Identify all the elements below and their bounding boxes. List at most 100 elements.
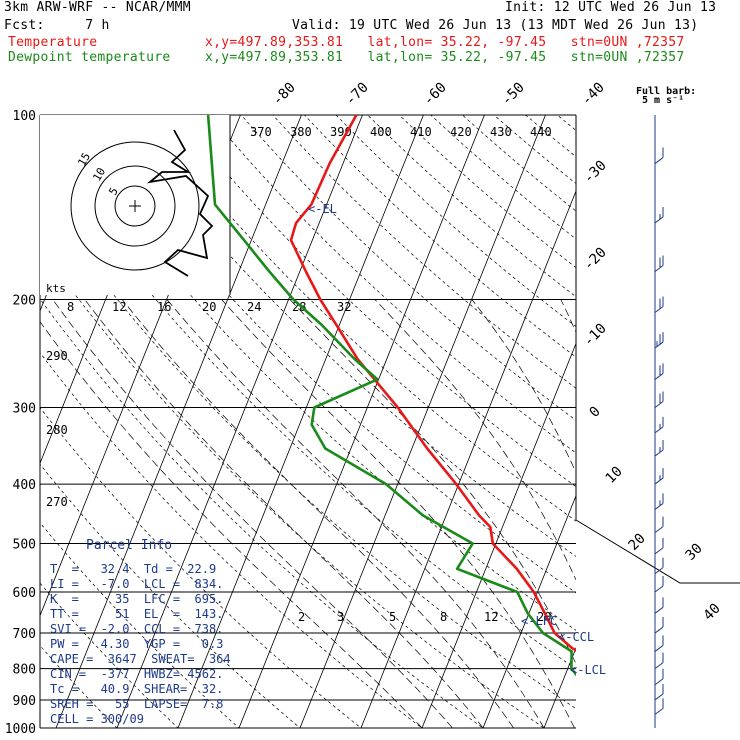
- isotherm-line: [482, 494, 576, 728]
- mixing-ratio-label: 2: [298, 610, 305, 624]
- parcel-row: T = 32.4 Td = 22.9: [50, 562, 217, 576]
- marker-el: <-EL: [308, 202, 337, 216]
- parcel-row: TT = 51 EL = 143.: [50, 607, 224, 621]
- temperature-trace: [289, 115, 576, 653]
- theta-e-label: 430: [490, 125, 512, 139]
- theta-e-label: 400: [370, 125, 392, 139]
- isotherm-label: -50: [499, 80, 528, 109]
- wind-barb: [654, 668, 664, 686]
- dry-adiabat-line: [272, 115, 576, 389]
- barb-legend-title: Full barb:: [636, 86, 696, 97]
- theta-e-label: 410: [410, 125, 432, 139]
- isotherm-label: 10: [603, 464, 626, 487]
- marker-lfc: <-LFC: [521, 614, 557, 628]
- wind-barb: [654, 416, 664, 434]
- dry-adiabat-line: [620, 115, 740, 740]
- isotherm-label: -80: [270, 80, 299, 109]
- wind-barb: [654, 296, 664, 313]
- dry-adiabat-line: [146, 115, 576, 522]
- wind-barb: [654, 698, 664, 715]
- wind-barb: [654, 557, 664, 575]
- parcel-row: K = 35 LFC = 695.: [50, 592, 224, 606]
- wind-barb: [654, 206, 664, 224]
- isotherm-label: -20: [581, 245, 610, 274]
- upper-scale-label: 24: [247, 300, 261, 314]
- upper-scale-label: 20: [202, 300, 216, 314]
- isotherm-line: [600, 115, 740, 740]
- parcel-row: CELL = 300/09: [50, 712, 144, 726]
- dry-adiabat-line: [177, 115, 576, 488]
- dry-adiabat-line: [493, 115, 576, 185]
- moist-adiabat-line: [166, 299, 545, 728]
- dewpoint-legend: Dewpoint temperature: [8, 50, 171, 65]
- wind-barb: [654, 516, 664, 534]
- hodograph-ring: [114, 185, 156, 227]
- pressure-label: 1000: [5, 722, 36, 737]
- pressure-label: 100: [13, 109, 36, 124]
- isotherm-line: [421, 342, 576, 728]
- isotherm-line: [722, 115, 740, 740]
- parcel-row: SREH = 55 LAPSE= 7.8: [50, 697, 224, 711]
- isotherm-line: [661, 115, 740, 740]
- upper-scale-label: 16: [157, 300, 171, 314]
- pressure-label: 600: [13, 586, 36, 601]
- dry-adiabat-line: [335, 115, 576, 327]
- isotherm-line: [116, 115, 363, 728]
- dry-adiabat-line: [589, 115, 740, 740]
- theta-e-label: 440: [530, 125, 552, 139]
- dry-adiabat-line: [40, 645, 118, 728]
- skewt-axes: [39, 114, 740, 729]
- isotherm-label: 40: [701, 601, 724, 624]
- isotherm-label: -30: [581, 158, 610, 187]
- pressure-label: 500: [13, 537, 36, 552]
- parcel-row: Tc = 40.9 SHEAR= 32.: [50, 682, 224, 696]
- isotherm-label: -10: [581, 321, 610, 350]
- wind-barb: [654, 617, 664, 634]
- dry-adiabat-line: [525, 115, 576, 158]
- parcel-row: CIN = -377 HWBZ= 4562.: [50, 667, 224, 681]
- wind-barb: [654, 440, 664, 457]
- skew-box-edge: [575, 519, 740, 584]
- mixing-ratio-label: 5: [389, 610, 396, 624]
- hodograph-ring-label: 10: [90, 166, 108, 184]
- pressure-label: 900: [13, 694, 36, 709]
- dry-adiabat-line: [40, 195, 576, 710]
- wind-barb: [654, 363, 664, 380]
- dry-adiabat-line: [51, 115, 576, 631]
- hodograph-trace: [146, 129, 214, 277]
- wind-barb: [654, 493, 664, 510]
- pressure-label: 400: [13, 478, 36, 493]
- isotherm-label: -60: [421, 80, 450, 109]
- pressure-label: 300: [13, 401, 36, 416]
- moist-adiabat-line: [52, 299, 453, 728]
- theta-label: 270: [46, 495, 68, 509]
- isotherm-line: [238, 115, 485, 728]
- wind-barb: [654, 597, 664, 614]
- theta-label: 280: [46, 423, 68, 437]
- isotherm-line: [177, 115, 424, 728]
- isotherm-line: [360, 189, 576, 728]
- hodograph-units: kts: [46, 282, 66, 295]
- dry-adiabat-line: [40, 522, 240, 728]
- pressure-label: 700: [13, 627, 36, 642]
- upper-scale-label: 8: [67, 300, 74, 314]
- isotherm-line: [55, 115, 302, 728]
- parcel-row: PW = 4.30 YGP = 0.3: [50, 637, 224, 651]
- barb-legend-value: 5 m s⁻¹: [642, 95, 684, 106]
- parcel-info-title: Parcel Info: [86, 538, 173, 553]
- moist-adiabat-line: [121, 299, 514, 728]
- dry-adiabat-line: [40, 463, 301, 728]
- dry-adiabat-line: [556, 115, 576, 131]
- parcel-info-panel: Parcel Info T = 32.4 Td = 22.9 LI = -7.0…: [40, 538, 235, 726]
- wind-barb: [654, 332, 664, 349]
- valid-time: Valid: 19 UTC Wed 26 Jun 13 (13 MDT Wed …: [292, 18, 699, 33]
- wind-barb: [654, 635, 664, 652]
- temperature-legend: Temperature: [8, 35, 98, 50]
- wind-barb: [654, 683, 664, 701]
- upper-scale-label: 32: [337, 300, 351, 314]
- wind-barb: [654, 576, 664, 593]
- theta-label: 290: [46, 349, 68, 363]
- temperature-location: x,y=497.89,353.81 lat,lon= 35.22, -97.45…: [205, 35, 685, 50]
